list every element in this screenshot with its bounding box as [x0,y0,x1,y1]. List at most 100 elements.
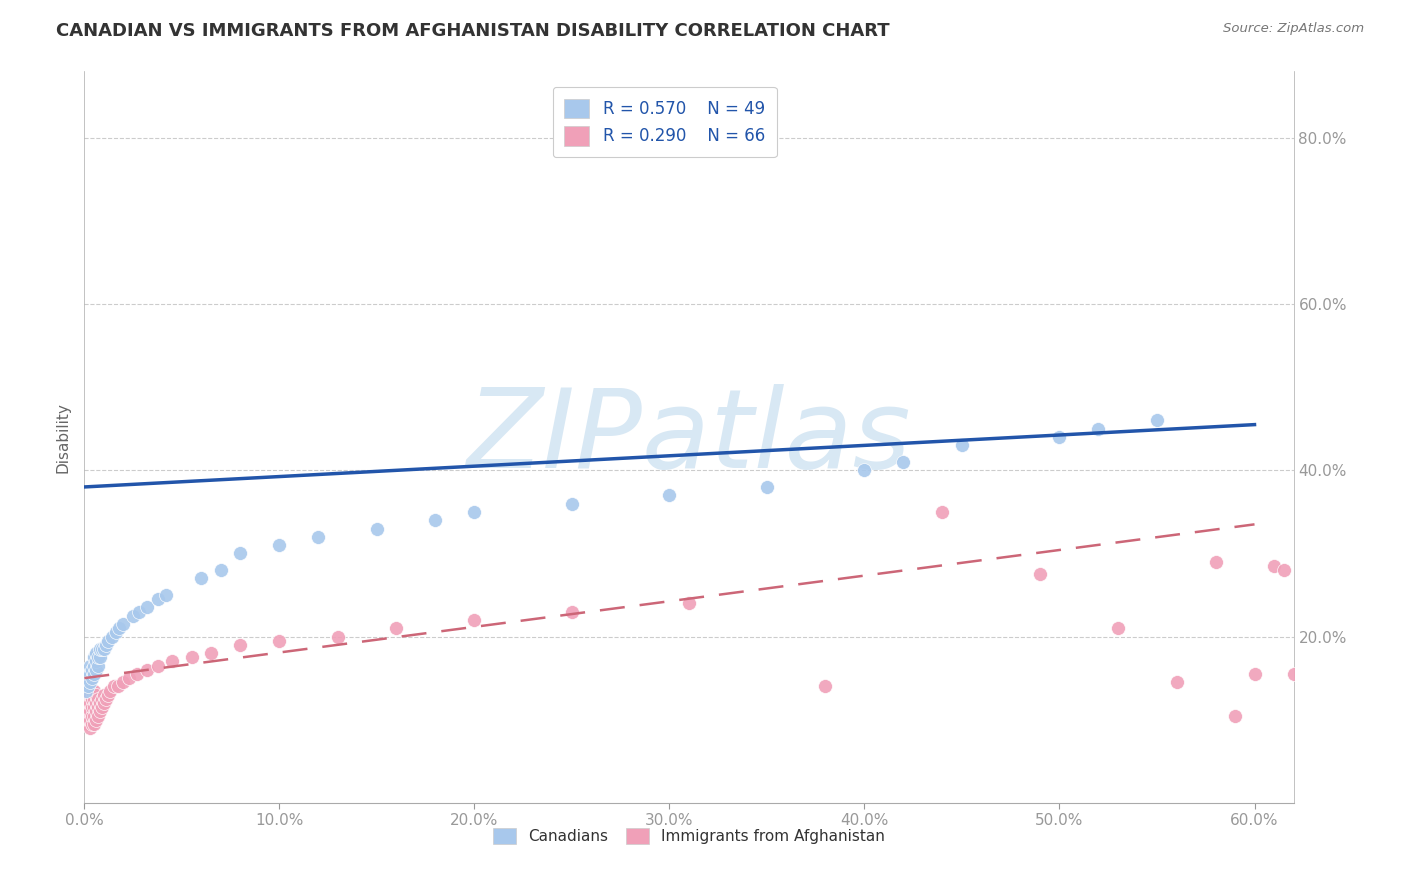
Point [425,513,447,527]
Point [84,688,107,702]
Point [90,642,112,657]
Point [103,680,125,694]
Point [108,621,131,635]
Point [77,716,100,731]
Point [155,588,177,602]
Point [100,630,122,644]
Point [135,600,157,615]
Point [326,630,349,644]
Point [84,705,107,719]
Point [75,713,97,727]
Point [755,480,778,494]
Point [93,696,115,710]
Point [82,683,104,698]
Point [82,716,104,731]
Point [90,700,112,714]
Point [94,638,117,652]
Point [79,658,101,673]
Point [1146,413,1168,427]
Point [160,655,183,669]
Point [84,646,107,660]
Point [77,708,100,723]
Point [561,497,583,511]
Point [385,621,408,635]
Point [83,683,105,698]
Point [82,708,104,723]
Point [307,530,329,544]
Point [1272,563,1295,577]
Point [83,667,105,681]
Point [75,696,97,710]
Point [83,658,105,673]
Point [89,696,111,710]
Point [75,683,97,698]
Point [1087,422,1109,436]
Point [79,721,101,735]
Point [180,650,202,665]
Point [814,680,837,694]
Point [82,671,104,685]
Point [83,700,105,714]
Point [75,705,97,719]
Point [104,625,127,640]
Point [94,692,117,706]
Point [893,455,915,469]
Point [148,658,170,673]
Point [79,675,101,690]
Point [79,713,101,727]
Text: Source: ZipAtlas.com: Source: ZipAtlas.com [1223,22,1364,36]
Point [1243,667,1265,681]
Point [84,696,107,710]
Point [107,680,129,694]
Point [79,667,101,681]
Point [1282,667,1305,681]
Point [1223,708,1246,723]
Point [87,692,110,706]
Point [84,663,107,677]
Point [950,438,973,452]
Point [89,642,111,657]
Point [1107,621,1129,635]
Point [93,688,115,702]
Point [84,655,107,669]
Point [83,650,105,665]
Point [269,538,291,552]
Point [200,646,222,660]
Point [82,700,104,714]
Point [83,708,105,723]
Point [90,692,112,706]
Point [1049,430,1071,444]
Point [97,633,120,648]
Point [366,521,388,535]
Point [98,683,121,698]
Point [269,633,291,648]
Point [87,700,110,714]
Point [79,705,101,719]
Point [1263,558,1285,573]
Point [678,596,700,610]
Point [118,671,141,685]
Text: ZIPatlas: ZIPatlas [467,384,911,491]
Point [87,658,110,673]
Point [77,671,100,685]
Point [77,692,100,706]
Point [135,663,157,677]
Text: CANADIAN VS IMMIGRANTS FROM AFGHANISTAN DISABILITY CORRELATION CHART: CANADIAN VS IMMIGRANTS FROM AFGHANISTAN … [56,22,890,40]
Point [83,692,105,706]
Y-axis label: Disability: Disability [55,401,70,473]
Point [1029,567,1052,582]
Point [84,713,107,727]
Point [79,688,101,702]
Point [79,696,101,710]
Point [87,708,110,723]
Point [931,505,953,519]
Point [561,605,583,619]
Point [128,605,150,619]
Point [853,463,876,477]
Point [77,680,100,694]
Point [658,488,681,502]
Point [122,608,145,623]
Point [463,505,485,519]
Point [77,700,100,714]
Point [148,592,170,607]
